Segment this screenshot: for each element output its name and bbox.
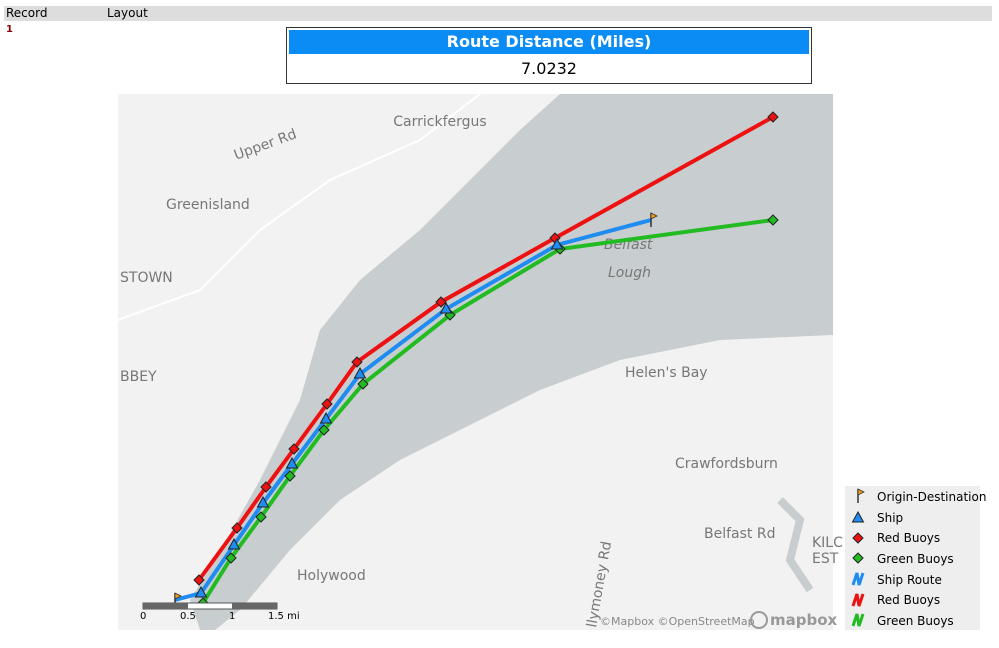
column-header: Record (6, 6, 48, 20)
scale-label: 0 (140, 611, 146, 622)
legend-label: Ship (877, 511, 903, 525)
panel-title: Route Distance (Miles) (289, 30, 809, 54)
brand: mapbox (770, 611, 838, 629)
scale-label: 0.5 (180, 611, 196, 622)
brand-logo (750, 611, 768, 629)
place-label: Holywood (297, 568, 366, 584)
place-label: KILC (812, 535, 843, 551)
place-label: Carrickfergus (393, 114, 486, 130)
legend-label: Red Buoys (877, 531, 940, 545)
place-label: Belfast Rd (704, 526, 775, 542)
lake (777, 497, 814, 593)
distance-panel: Route Distance (Miles) 7.0232 (286, 27, 812, 84)
legend-label: Red Buoys (877, 593, 940, 607)
ship-route (174, 218, 652, 602)
legend-label: Green Buoys (877, 552, 954, 566)
column-header: Layout (107, 6, 148, 20)
legend-label: Ship Route (877, 573, 942, 587)
place-label: BBEY (120, 369, 157, 385)
scale-label: 1 (229, 611, 235, 622)
place-label: Helen's Bay (625, 365, 708, 381)
scale-label: 1.5 mi (268, 611, 300, 622)
place-label: EST (812, 551, 839, 567)
place-label: STOWN (120, 270, 173, 286)
scale-bar: 0 0.5 1 1.5 mi (140, 602, 300, 622)
attribution: ©Mapbox ©OpenStreetMap (600, 615, 755, 628)
legend-label: Green Buoys (877, 614, 954, 628)
place-label: Greenisland (166, 197, 250, 213)
header-bar: Record Layout (4, 6, 992, 21)
legend-label: Origin-Destination (877, 490, 986, 504)
water (190, 94, 833, 630)
panel-value: 7.0232 (521, 59, 577, 78)
legend (845, 486, 980, 630)
road (117, 93, 481, 321)
place-label: Lough (608, 265, 651, 281)
record-id: 1 (6, 24, 13, 35)
place-label: Crawfordsburn (675, 456, 778, 472)
